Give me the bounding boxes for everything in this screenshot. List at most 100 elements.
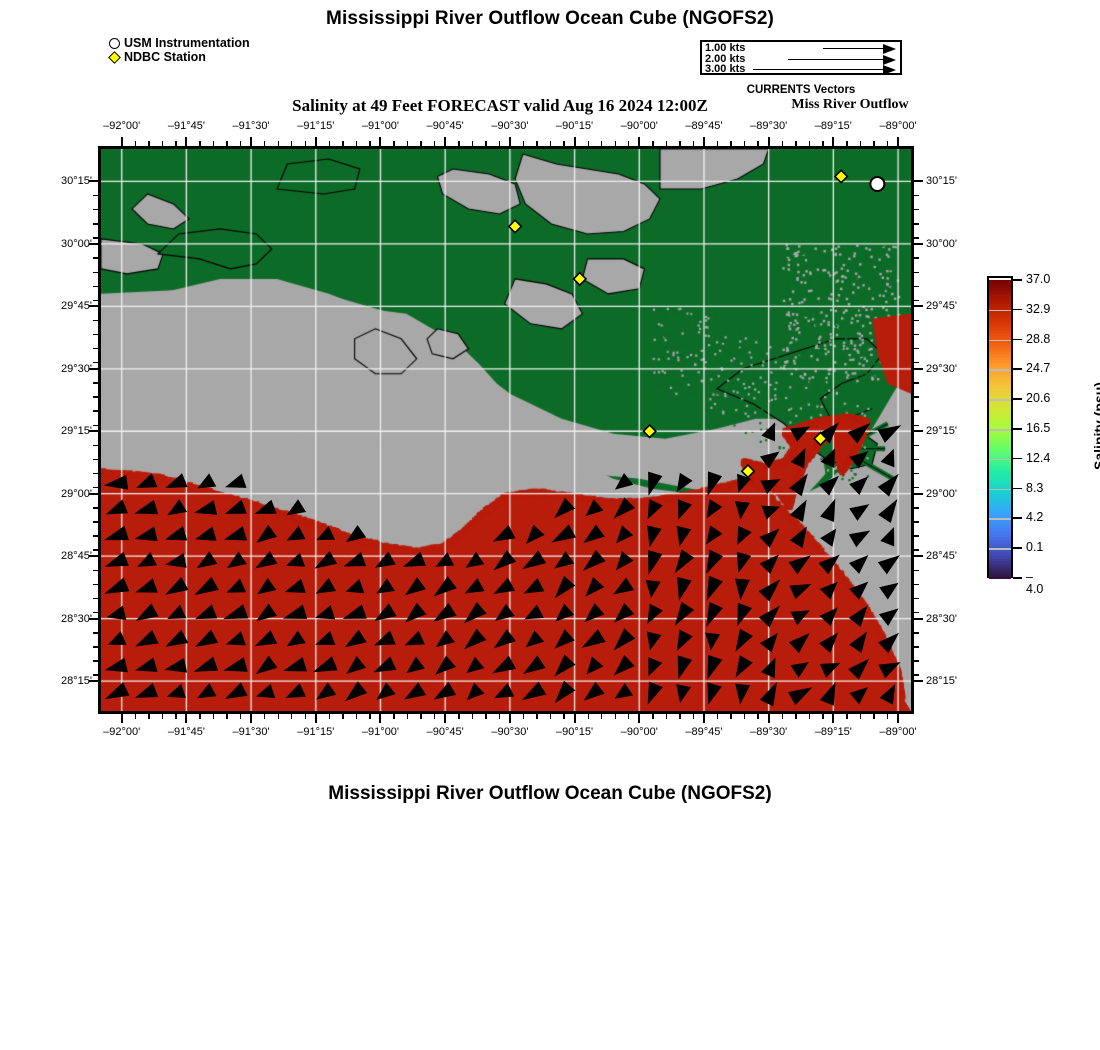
colorbar-segment bbox=[989, 312, 1011, 315]
colorbar-segment bbox=[989, 415, 1011, 418]
ndbc-station-marker[interactable] bbox=[572, 271, 588, 287]
lat-minor-tick bbox=[93, 660, 98, 662]
colorbar-segment bbox=[989, 485, 1011, 488]
colorbar-segment bbox=[989, 552, 1011, 555]
page-title: Mississippi River Outflow Ocean Cube (NG… bbox=[326, 8, 774, 29]
colorbar-separator bbox=[989, 369, 1011, 371]
colorbar-segment bbox=[989, 342, 1011, 345]
lon-minor-tick bbox=[563, 141, 565, 146]
colorbar-tick bbox=[1013, 547, 1022, 549]
colorbar-separator bbox=[989, 429, 1011, 431]
colorbar-segment bbox=[989, 361, 1011, 365]
current-vector-arrow bbox=[584, 603, 605, 623]
ndbc-station-marker[interactable] bbox=[740, 463, 756, 479]
current-vector-arrow bbox=[223, 657, 248, 672]
lat-major-tick bbox=[914, 617, 923, 620]
colorbar-segment bbox=[989, 506, 1011, 509]
colorbar-segment bbox=[989, 566, 1011, 569]
colorbar-segment bbox=[989, 512, 1011, 515]
lon-axis-label-bottom: –89°00' bbox=[879, 726, 917, 738]
lon-axis-label-top: –90°30' bbox=[491, 120, 529, 132]
lat-minor-tick bbox=[93, 348, 98, 350]
lon-minor-tick bbox=[601, 714, 603, 719]
lon-major-tick bbox=[702, 137, 705, 146]
colorbar-segment bbox=[989, 372, 1011, 375]
lat-axis-label-right: 30°15' bbox=[926, 175, 957, 188]
colorbar-tick bbox=[1013, 308, 1022, 311]
lon-minor-tick bbox=[628, 141, 630, 146]
lat-major-tick bbox=[89, 555, 98, 558]
current-vector-arrow bbox=[759, 528, 780, 548]
current-vector-arrow bbox=[705, 632, 721, 651]
colorbar-segment bbox=[989, 353, 1011, 356]
current-vector-arrow bbox=[435, 552, 455, 567]
current-vector-arrow bbox=[466, 656, 485, 674]
current-vector-arrow bbox=[878, 632, 899, 654]
lon-minor-tick bbox=[498, 141, 501, 146]
colorbar-segment bbox=[989, 329, 1011, 332]
colorbar-segment bbox=[989, 569, 1011, 572]
current-vector-arrow bbox=[165, 629, 189, 647]
lon-minor-tick bbox=[846, 141, 848, 146]
lon-minor-tick bbox=[665, 141, 668, 146]
ndbc-station-marker[interactable] bbox=[833, 169, 849, 184]
lon-minor-tick bbox=[148, 714, 150, 719]
colorbar-segment bbox=[989, 373, 1011, 376]
lat-minor-tick bbox=[93, 285, 98, 287]
lat-minor-tick bbox=[914, 444, 919, 447]
lat-major-tick bbox=[89, 617, 98, 620]
colorbar-segment bbox=[989, 513, 1011, 516]
current-vector-arrow bbox=[818, 475, 840, 496]
lat-axis-label-left: 28°30' bbox=[61, 612, 92, 625]
lon-axis-label-bottom: –90°30' bbox=[491, 726, 529, 738]
current-vector-arrow bbox=[581, 629, 606, 648]
ndbc-station-marker[interactable] bbox=[642, 423, 657, 439]
colorbar-segment bbox=[989, 522, 1011, 525]
lon-minor-tick bbox=[134, 714, 137, 719]
lon-minor-tick bbox=[795, 714, 797, 719]
lat-minor-tick bbox=[93, 299, 98, 301]
current-vector-arrow bbox=[878, 662, 901, 679]
colorbar-tick-label: 24.7 bbox=[1026, 361, 1051, 376]
lon-major-tick bbox=[638, 137, 641, 146]
current-vector-arrow bbox=[286, 525, 306, 541]
lon-axis-label-top: –92°00' bbox=[103, 120, 141, 132]
lon-minor-tick bbox=[199, 141, 201, 146]
lon-minor-tick bbox=[886, 141, 889, 146]
ndbc-station-marker[interactable] bbox=[507, 219, 523, 234]
lon-major-tick bbox=[832, 137, 835, 146]
current-vector-arrow bbox=[613, 655, 635, 676]
current-vector-arrow bbox=[165, 577, 189, 595]
current-vector-arrow bbox=[315, 605, 336, 620]
current-vector-arrow bbox=[494, 603, 515, 621]
colorbar-segment bbox=[989, 484, 1011, 487]
current-vector-arrow bbox=[877, 425, 902, 443]
lon-major-tick bbox=[573, 714, 576, 723]
current-vector-arrow bbox=[466, 682, 485, 701]
current-vector-arrow bbox=[285, 683, 306, 698]
colorbar-segment bbox=[989, 460, 1011, 463]
current-vector-arrow bbox=[433, 576, 457, 597]
outflow-label: Miss River Outflow bbox=[791, 97, 909, 112]
lon-minor-tick bbox=[601, 141, 603, 146]
current-vector-arrow bbox=[107, 631, 127, 645]
colorbar-tick bbox=[1013, 338, 1022, 341]
colorbar-segment bbox=[989, 341, 1011, 344]
lon-minor-tick bbox=[148, 141, 150, 146]
current-vector-arrow bbox=[758, 605, 780, 628]
lat-axis-label-right: 29°45' bbox=[926, 300, 957, 313]
lon-minor-tick bbox=[406, 141, 409, 146]
usm-instrumentation-marker[interactable] bbox=[869, 175, 886, 192]
colorbar-segment bbox=[989, 543, 1011, 546]
current-vector-arrow bbox=[820, 448, 835, 469]
current-vector-arrow bbox=[104, 657, 128, 673]
lon-minor-tick bbox=[808, 714, 811, 719]
lon-axis-label-bottom: –90°15' bbox=[556, 726, 594, 738]
colorbar-segment bbox=[989, 393, 1011, 396]
map-plot-area[interactable] bbox=[98, 146, 914, 714]
lon-axis-label-top: –90°00' bbox=[620, 120, 658, 132]
ndbc-station-marker[interactable] bbox=[813, 431, 828, 447]
colorbar-segment bbox=[989, 467, 1011, 470]
colorbar-segment bbox=[989, 528, 1011, 531]
lon-major-tick bbox=[444, 137, 447, 146]
